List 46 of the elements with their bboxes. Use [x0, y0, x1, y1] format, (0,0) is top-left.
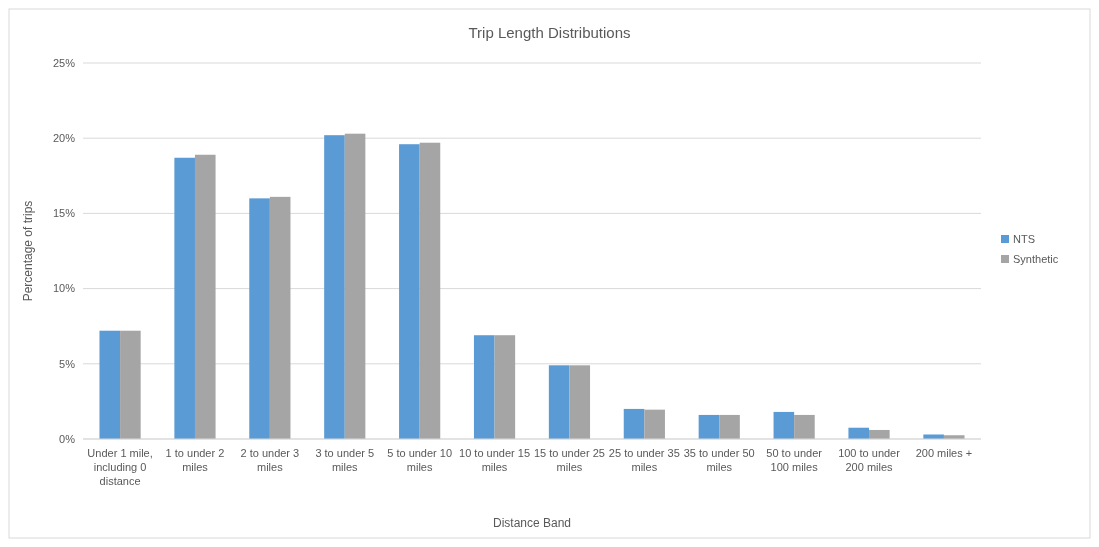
x-tick-label: 35 to under 50 miles [683, 447, 755, 473]
bar [344, 133, 366, 439]
y-tick-label: 25% [52, 56, 76, 69]
chart-title: Trip Length Distributions [468, 24, 631, 41]
bar [848, 427, 870, 439]
bar [569, 365, 591, 439]
y-tick-label: 20% [52, 132, 76, 145]
x-tick-label: 10 to under 15 miles [459, 447, 531, 473]
bar [869, 429, 890, 439]
x-tick-label: 1 to under 2 miles [165, 447, 225, 473]
y-tick-label: 0% [59, 432, 76, 445]
y-axis-title: Percentage of trips [21, 200, 35, 302]
bar [494, 335, 516, 439]
bar [249, 198, 270, 439]
bar [473, 335, 495, 439]
x-tick-label: 2 to under 3 miles [240, 447, 300, 473]
bar [719, 414, 740, 439]
bar [644, 409, 665, 439]
bar [269, 196, 291, 439]
x-tick-label: 50 to under 100 miles [766, 447, 823, 473]
x-tick-label: 200 miles + [915, 447, 973, 459]
x-tick-label: 3 to under 5 miles [315, 447, 375, 473]
bar [698, 414, 720, 439]
bar [923, 434, 944, 439]
y-tick-label: 15% [52, 207, 76, 220]
x-tick-label: 25 to under 35 miles [608, 447, 680, 473]
x-tick-label: Under 1 mile, including 0 distance [87, 447, 153, 487]
bar [324, 135, 345, 439]
bar [548, 365, 570, 439]
bar [773, 411, 795, 439]
x-tick-label: 100 to under 200 miles [838, 447, 901, 473]
legend-label: Synthetic [1013, 252, 1059, 265]
bar [794, 414, 815, 439]
x-tick-label: 5 to under 10 miles [387, 447, 453, 473]
bar [399, 144, 420, 439]
bar [419, 142, 441, 439]
bar [99, 330, 121, 439]
x-tick-label: 15 to under 25 miles [533, 447, 605, 473]
bar [120, 330, 141, 439]
legend-label: NTS [1013, 232, 1035, 245]
bar [174, 157, 195, 439]
y-tick-label: 10% [52, 282, 76, 295]
bar [194, 154, 216, 439]
bar [623, 408, 645, 439]
x-axis-title: Distance Band [492, 516, 572, 530]
y-tick-label: 5% [59, 357, 76, 370]
